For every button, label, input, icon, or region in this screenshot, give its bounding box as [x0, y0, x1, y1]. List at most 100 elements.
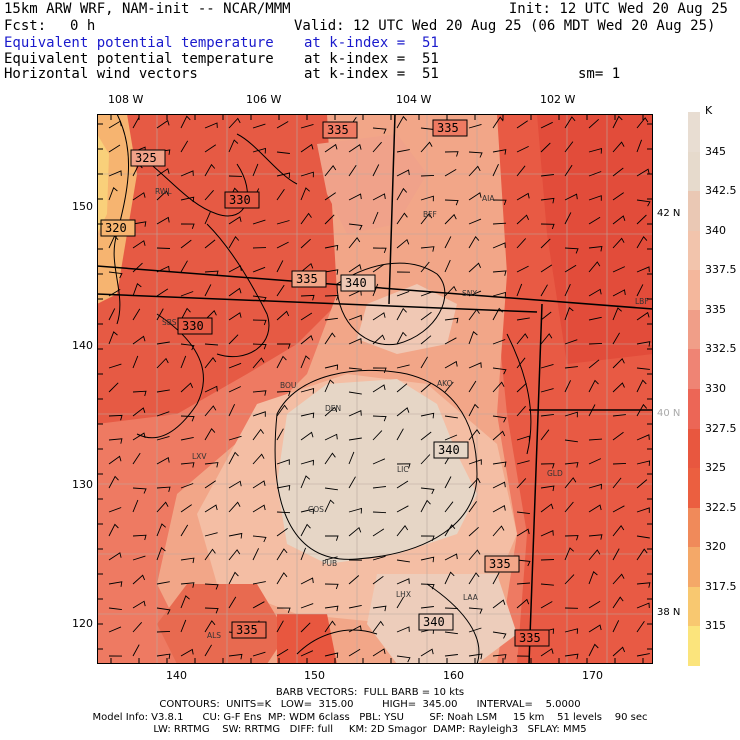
wind-barb [516, 598, 530, 609]
wind-barb [396, 212, 408, 225]
wind-barb [300, 622, 311, 633]
wind-barb [276, 648, 289, 657]
wind-barb [636, 548, 648, 561]
wind-barb [276, 528, 288, 537]
wind-barb [564, 164, 573, 177]
wind-barb [156, 389, 170, 393]
wind-barb [300, 431, 314, 441]
wind-barb [276, 572, 288, 585]
wind-barb [348, 338, 362, 345]
city-ako: AKO [437, 379, 453, 388]
wind-barb [132, 487, 147, 494]
wind-barb [612, 115, 623, 129]
wind-barb [300, 171, 314, 178]
svg-text:325: 325 [135, 151, 157, 165]
wind-barb [588, 379, 599, 393]
wind-barb [516, 382, 527, 393]
wind-barb [588, 483, 602, 490]
colorbar-label: 315 [705, 619, 726, 633]
wind-barb [300, 508, 315, 515]
wind-barb [204, 122, 218, 129]
wind-barb [156, 168, 170, 177]
wind-barb [252, 163, 259, 177]
wind-barb [540, 174, 554, 177]
lon-label-106w: 106 W [246, 93, 282, 106]
wind-barb [204, 385, 218, 393]
wind-barb [180, 382, 194, 393]
wind-barb [564, 501, 574, 513]
wind-barb [204, 190, 214, 201]
colorbar-swatch [688, 507, 700, 548]
wind-barb [324, 406, 338, 417]
wind-barb [612, 289, 626, 297]
wind-barb [540, 238, 551, 249]
wind-barb [420, 606, 434, 609]
wind-barb [492, 415, 507, 423]
wind-barb [468, 607, 483, 614]
city-laa: LAA [463, 593, 479, 602]
wind-barb [516, 511, 530, 515]
wind-barb [348, 437, 362, 441]
wind-barb [132, 621, 143, 633]
wind-barb [372, 264, 384, 273]
svg-text:335: 335 [519, 631, 541, 645]
wind-barb [324, 244, 339, 251]
wind-barb [564, 284, 571, 297]
contour-label: 330 [224, 191, 260, 209]
y-tick-140: 140 [72, 339, 93, 352]
wind-barb [636, 460, 651, 466]
wind-barb [132, 355, 139, 369]
svg-text:340: 340 [423, 615, 445, 629]
wind-barb [300, 294, 315, 301]
wind-barb [396, 428, 404, 441]
wind-barb [276, 484, 291, 491]
wind-barb [132, 335, 146, 345]
colorbar-swatch [688, 428, 700, 469]
wind-barb [588, 438, 603, 441]
wind-barb [468, 653, 483, 660]
wind-barb [564, 547, 574, 561]
y-tick-130: 130 [72, 478, 93, 491]
wind-barb [588, 171, 602, 177]
wind-barb [420, 454, 431, 465]
colorbar-label: 322.5 [705, 500, 737, 514]
svg-text:335: 335 [437, 121, 459, 135]
wind-barb [588, 342, 603, 345]
wind-barb [204, 504, 218, 513]
wind-barb [228, 435, 242, 441]
wind-barb [156, 288, 169, 297]
colorbar-swatch [688, 230, 700, 271]
field-level-1: at k-index = 51 [304, 35, 439, 51]
wind-barb [228, 216, 242, 225]
wind-barb [228, 117, 241, 129]
wind-barb [108, 187, 118, 201]
wind-barb [444, 199, 459, 206]
field-level-2: at k-index = 51 [304, 51, 439, 67]
wind-barb [180, 307, 191, 321]
x-tick-150: 150 [304, 669, 325, 682]
wind-barb [108, 382, 119, 393]
wind-barb [132, 432, 146, 441]
wind-barb [636, 236, 648, 249]
wind-barb [588, 359, 600, 369]
wind-barb [348, 507, 362, 514]
wind-barb [516, 165, 526, 177]
wind-barb [180, 170, 194, 177]
wind-barb [636, 403, 648, 417]
wind-barb [636, 507, 650, 513]
wind-barb [180, 582, 195, 588]
wind-barb [324, 332, 336, 345]
wind-barb [300, 577, 314, 585]
colorbar-swatch [688, 191, 700, 232]
wind-barb [540, 601, 553, 609]
wind-barb [348, 367, 362, 370]
wind-barb [204, 644, 212, 657]
wind-barb [492, 461, 507, 468]
wind-barb [612, 573, 625, 585]
wind-barb [492, 291, 506, 298]
colorbar-label: 320 [705, 540, 726, 554]
wind-barb [300, 143, 314, 153]
wind-barb [252, 357, 265, 369]
x-tick-160: 160 [443, 669, 464, 682]
wind-barb [468, 151, 483, 158]
